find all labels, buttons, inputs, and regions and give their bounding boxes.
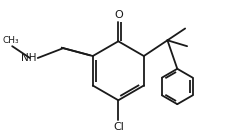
Text: NH: NH — [21, 53, 37, 63]
Text: Cl: Cl — [112, 122, 123, 132]
Text: O: O — [113, 10, 122, 20]
Text: CH₃: CH₃ — [3, 36, 19, 45]
